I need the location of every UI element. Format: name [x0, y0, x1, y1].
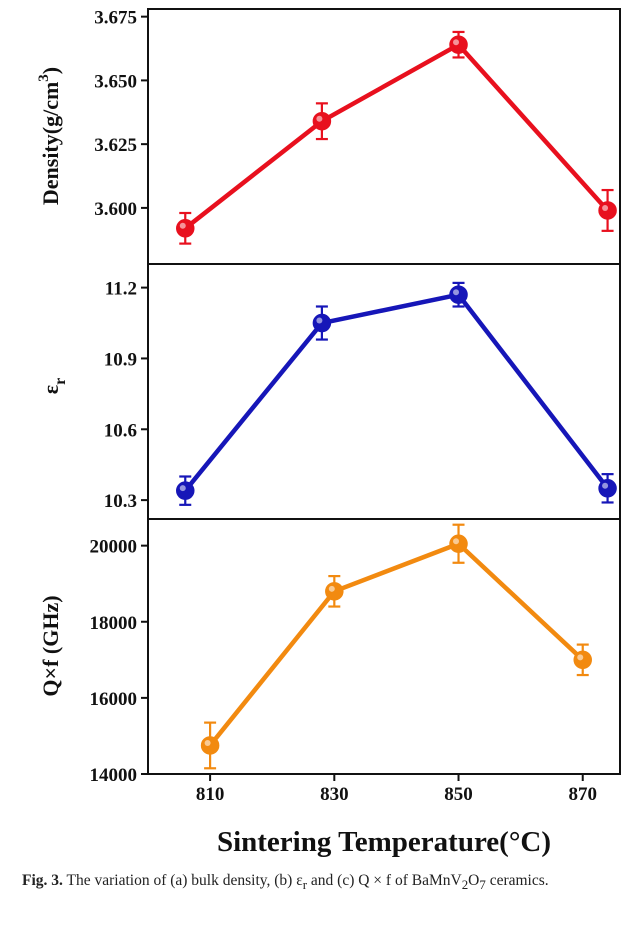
panel-a-frame — [147, 8, 621, 265]
caption-part1: The variation of (a) bulk density, (b) ε — [62, 872, 303, 889]
figure-caption: Fig. 3. The variation of (a) bulk densit… — [22, 870, 622, 896]
ylabel-permittivity: εr — [38, 378, 69, 395]
density-point-highlight — [453, 39, 460, 46]
x-tick-label: 830 — [320, 784, 349, 805]
x-tick-label: 810 — [196, 784, 225, 805]
x-tick-label: 850 — [444, 784, 473, 805]
permittivity-ytick-label: 10.6 — [104, 420, 137, 441]
qf-data-point — [449, 534, 468, 553]
qf-data-point — [325, 582, 344, 601]
density-ytick-label: 3.625 — [94, 135, 137, 156]
qf-data-point — [573, 650, 592, 670]
figure: 3.600 3.625 3.650 3.675 10.3 10.6 10.9 11.2 14… — [36, 8, 621, 858]
panel-a-density: 3.600 3.625 3.650 3.675 — [94, 8, 617, 245]
density-ytick-label: 3.675 — [94, 8, 137, 29]
permittivity-point-highlight — [602, 482, 609, 489]
density-ytick-label: 3.600 — [94, 199, 137, 220]
permittivity-ytick-label: 11.2 — [105, 279, 137, 300]
qf-point-highlight — [204, 739, 211, 746]
caption-sub2: 2 — [461, 877, 469, 893]
panel-c-frame — [147, 518, 621, 775]
permittivity-data-point — [598, 479, 617, 498]
permittivity-ytick-label: 10.3 — [104, 491, 137, 512]
caption-part2: and (c) Q × f of BaMnV — [307, 872, 462, 889]
qf-ytick-label: 16000 — [90, 689, 138, 710]
permittivity-series-line — [183, 292, 610, 493]
density-ytick-label: 3.650 — [94, 71, 137, 92]
ylabel-qf: Q×f (GHz) — [38, 595, 63, 696]
permittivity-data-point — [449, 285, 468, 304]
caption-sub3: 7 — [479, 877, 486, 893]
density-data-point — [449, 35, 468, 54]
qf-ytick-label: 14000 — [90, 765, 138, 786]
qf-point-highlight — [453, 538, 460, 545]
density-data-point — [176, 219, 195, 238]
qf-series-line — [208, 541, 585, 747]
qf-ytick-label: 20000 — [90, 537, 138, 558]
caption-sub1: r — [302, 877, 308, 893]
permittivity-data-point — [312, 313, 332, 333]
permittivity-point-highlight — [179, 485, 186, 492]
caption-label: Fig. 3. — [22, 872, 63, 889]
qf-point-highlight — [577, 654, 584, 661]
qf-ytick-label: 18000 — [90, 613, 138, 634]
caption-part3: O — [468, 872, 480, 889]
panel-b-permittivity: 10.3 10.6 10.9 11.2 — [104, 279, 617, 512]
qf-point-highlight — [328, 585, 335, 592]
xlabel: Sintering Temperature(°C) — [217, 826, 551, 858]
qf-data-point — [200, 736, 220, 755]
density-point-highlight — [602, 204, 609, 211]
permittivity-point-highlight — [316, 317, 323, 324]
density-point-highlight — [179, 222, 186, 229]
panel-c-qf: 14000 16000 18000 20000 — [90, 523, 592, 786]
permittivity-data-point — [176, 481, 195, 500]
ylabel-density: Density(g/cm3) — [36, 67, 63, 205]
panel-b-frame — [147, 263, 621, 520]
permittivity-ytick-label: 10.9 — [104, 349, 137, 370]
density-data-point — [598, 201, 617, 220]
density-series-line — [183, 42, 610, 231]
x-tick-label: 870 — [568, 784, 597, 805]
permittivity-point-highlight — [453, 289, 460, 296]
density-data-point — [312, 111, 332, 131]
density-point-highlight — [316, 115, 323, 122]
x-axis: 810 830 850 870 — [196, 774, 597, 805]
caption-part4: ceramics. — [485, 872, 549, 889]
